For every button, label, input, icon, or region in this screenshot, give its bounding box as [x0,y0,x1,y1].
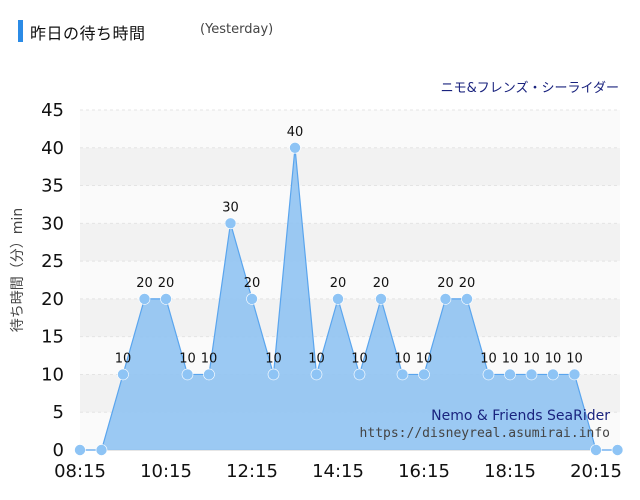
data-point[interactable] [95,444,108,456]
data-label: 10 [545,351,562,366]
watermark-url: https://disneyreal.asumirai.info [360,426,610,441]
data-label: 10 [201,351,218,366]
chart-band [80,185,620,224]
data-point[interactable] [568,368,581,381]
data-point[interactable] [203,368,215,381]
data-point[interactable] [267,368,280,381]
chart-points-layer [74,141,624,456]
y-tick-label: 0 [53,440,64,461]
data-label: 10 [265,351,282,366]
page-subtitle: (Yesterday) [200,22,274,37]
page-header: 昨日の待ち時間 (Yesterday) [18,18,618,44]
data-point[interactable] [504,368,516,381]
y-axis-label: 待ち時間（分）min [10,208,26,332]
data-point[interactable] [332,293,344,305]
x-tick-label: 16:15 [398,461,450,482]
x-tick-label: 18:15 [484,461,536,482]
data-point[interactable] [224,217,237,230]
data-point[interactable] [138,293,151,305]
y-tick-label: 25 [41,251,64,272]
data-point[interactable] [547,368,559,381]
header-accent-bar [18,20,23,42]
data-label: 10 [394,351,411,366]
y-tick-label: 45 [41,100,64,121]
chart-band [80,147,620,186]
data-point[interactable] [117,368,129,381]
y-tick-label: 35 [41,176,64,197]
chart-band [80,223,620,262]
watermark-ride-name: Nemo & Friends SeaRider [431,408,610,424]
y-tick-label: 10 [41,364,64,385]
y-tick-label: 15 [41,327,64,348]
y-tick-label: 40 [41,138,64,159]
y-tick-label: 30 [41,213,64,234]
data-point[interactable] [160,293,172,305]
data-point[interactable] [525,368,538,381]
chart-data-labels: 10 20 20 10 10 30 20 10 40 10 20 10 20 10 10 20 20 10 10 10… [115,125,583,367]
data-point[interactable] [74,444,86,456]
data-point[interactable] [611,444,624,456]
data-label: 10 [115,351,132,366]
x-tick-label: 10:15 [140,461,192,482]
data-point[interactable] [590,444,602,456]
data-label: 20 [244,276,261,291]
data-label: 20 [437,276,454,291]
data-label: 20 [330,276,347,291]
chart-band [80,110,620,148]
page-title: 昨日の待ち時間 [30,24,146,43]
data-label: 10 [502,351,519,366]
y-tick-label: 5 [53,402,64,423]
data-label: 10 [480,351,497,366]
chart-band [80,261,620,299]
data-point[interactable] [289,141,301,154]
data-label: 40 [287,125,304,140]
data-label: 10 [566,351,583,366]
y-tick-label: 20 [41,289,64,310]
data-label: 10 [308,351,325,366]
data-label: 20 [136,276,153,291]
data-point[interactable] [310,368,323,381]
data-point[interactable] [375,293,387,305]
data-label: 30 [222,200,239,215]
data-label: 20 [373,276,390,291]
data-label: 10 [351,351,368,366]
data-label: 20 [459,276,476,291]
x-tick-label: 12:15 [226,461,278,482]
data-point[interactable] [353,368,366,381]
data-point[interactable] [181,368,194,381]
x-tick-label: 14:15 [312,461,364,482]
data-point[interactable] [461,293,473,305]
x-tick-label: 20:15 [570,461,622,482]
data-label: 10 [179,351,196,366]
data-point[interactable] [246,293,258,305]
chart-title: ニモ&フレンズ・シーライダー [441,80,619,96]
data-point[interactable] [482,368,495,381]
data-label: 20 [158,276,175,291]
data-point[interactable] [439,293,452,305]
chart-axes: 0 5 10 15 20 25 30 35 40 45 08:15 10:15 12:15 14:15 16… [41,100,622,482]
data-label: 10 [416,351,433,366]
data-point[interactable] [396,368,409,381]
data-point[interactable] [418,368,430,381]
x-tick-label: 08:15 [54,461,106,482]
data-label: 10 [523,351,540,366]
